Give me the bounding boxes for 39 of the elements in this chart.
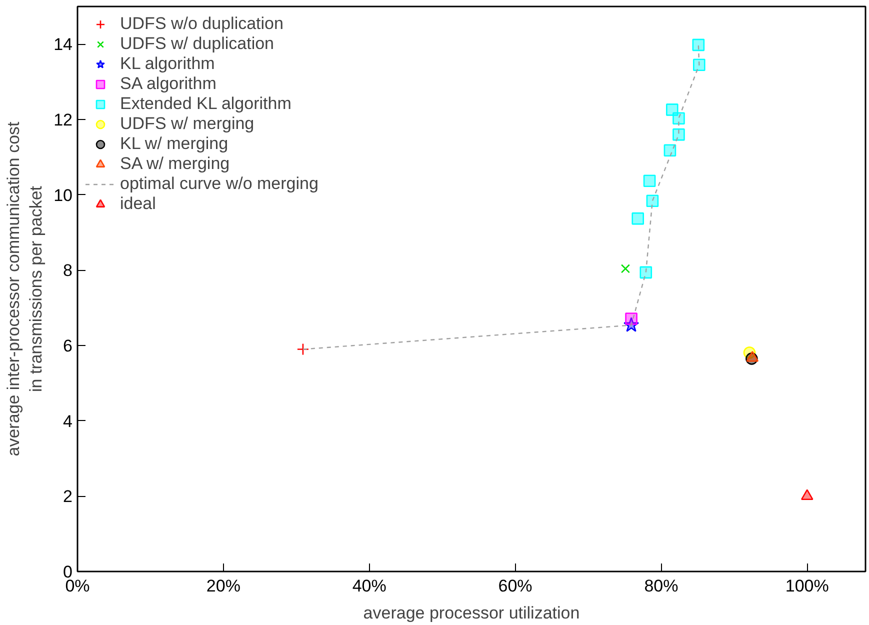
legend-label: UDFS w/o duplication: [120, 14, 284, 34]
x-axis-title: average processor utilization: [363, 604, 580, 622]
point: [643, 174, 656, 188]
y-tick-label: 8: [63, 261, 73, 280]
legend-label: UDFS w/ duplication: [120, 34, 274, 54]
x-tick-label: 100%: [785, 576, 829, 596]
point: [296, 343, 310, 356]
legend-label: ideal: [120, 194, 156, 214]
y-tick-label: 4: [63, 412, 73, 431]
legend-label: KL algorithm: [120, 54, 215, 74]
point: [672, 112, 685, 125]
x-tick-label: 20%: [206, 576, 240, 596]
x-tick-label: 60%: [498, 576, 532, 596]
y-tick-label: 6: [63, 336, 73, 356]
y-tick-label: 2: [63, 487, 73, 506]
point: [746, 350, 759, 362]
legend-label: KL w/ merging: [120, 134, 228, 154]
point: [692, 38, 705, 52]
y-tick-label: 14: [54, 35, 73, 54]
x-tick-label: 80%: [644, 576, 678, 596]
legend-label: Extended KL algorithm: [120, 94, 292, 114]
y-axis-title: average inter-processor communication cost in transmissions per packet: [4, 121, 46, 456]
point: [664, 144, 676, 157]
x-tick-label: 40%: [352, 576, 386, 596]
point: [672, 128, 685, 141]
point: [640, 266, 652, 279]
y-tick-label: 10: [54, 186, 73, 205]
point: [625, 312, 638, 325]
point: [692, 58, 706, 72]
point: [632, 212, 644, 225]
point: [800, 489, 814, 500]
legend-label: optimal curve w/o merging: [120, 174, 318, 194]
legend-label: SA algorithm: [120, 74, 216, 94]
point: [646, 194, 659, 208]
legend-label: UDFS w/ merging: [120, 114, 254, 134]
x-tick-label: 0%: [65, 576, 90, 596]
legend-label: SA w/ merging: [120, 154, 230, 174]
point: [620, 264, 630, 274]
y-tick-label: 12: [54, 110, 73, 130]
